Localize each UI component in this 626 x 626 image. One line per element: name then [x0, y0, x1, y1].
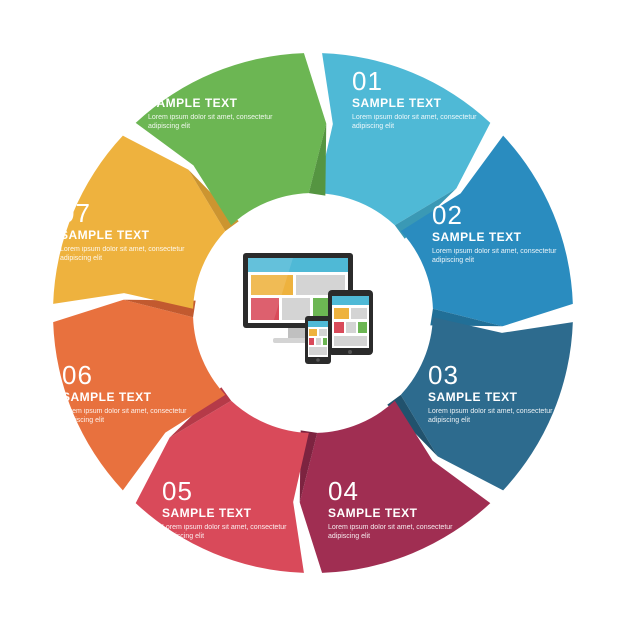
- segment-number: 04: [328, 478, 458, 504]
- segment-title: SAMPLE TEXT: [428, 390, 558, 404]
- segment-title: SAMPLE TEXT: [60, 228, 190, 242]
- segment-number: 06: [62, 362, 192, 388]
- segment-number: 02: [432, 202, 562, 228]
- segment-body: Lorem ipsum dolor sit amet, consectetur …: [352, 113, 482, 131]
- segment-number: 08: [148, 68, 278, 94]
- segment-body: Lorem ipsum dolor sit amet, consectetur …: [60, 245, 190, 263]
- segment-title: SAMPLE TEXT: [432, 230, 562, 244]
- segment-title: SAMPLE TEXT: [148, 96, 278, 110]
- segment-title: SAMPLE TEXT: [328, 506, 458, 520]
- segment-body: Lorem ipsum dolor sit amet, consectetur …: [328, 523, 458, 541]
- segment-body: Lorem ipsum dolor sit amet, consectetur …: [162, 523, 292, 541]
- segment-label-06: 06 SAMPLE TEXT Lorem ipsum dolor sit ame…: [62, 362, 192, 425]
- segment-label-02: 02 SAMPLE TEXT Lorem ipsum dolor sit ame…: [432, 202, 562, 265]
- segment-label-08: 08 SAMPLE TEXT Lorem ipsum dolor sit ame…: [148, 68, 278, 131]
- segment-label-05: 05 SAMPLE TEXT Lorem ipsum dolor sit ame…: [162, 478, 292, 541]
- segment-title: SAMPLE TEXT: [162, 506, 292, 520]
- segment-body: Lorem ipsum dolor sit amet, consectetur …: [428, 407, 558, 425]
- segment-number: 07: [60, 200, 190, 226]
- segment-number: 03: [428, 362, 558, 388]
- segment-label-07: 07 SAMPLE TEXT Lorem ipsum dolor sit ame…: [60, 200, 190, 263]
- segment-label-03: 03 SAMPLE TEXT Lorem ipsum dolor sit ame…: [428, 362, 558, 425]
- segment-body: Lorem ipsum dolor sit amet, consectetur …: [432, 247, 562, 265]
- segment-number: 05: [162, 478, 292, 504]
- segment-title: SAMPLE TEXT: [62, 390, 192, 404]
- segment-label-01: 01 SAMPLE TEXT Lorem ipsum dolor sit ame…: [352, 68, 482, 131]
- segment-number: 01: [352, 68, 482, 94]
- devices-icon: [233, 248, 393, 378]
- segment-label-04: 04 SAMPLE TEXT Lorem ipsum dolor sit ame…: [328, 478, 458, 541]
- segment-title: SAMPLE TEXT: [352, 96, 482, 110]
- segment-body: Lorem ipsum dolor sit amet, consectetur …: [148, 113, 278, 131]
- segment-body: Lorem ipsum dolor sit amet, consectetur …: [62, 407, 192, 425]
